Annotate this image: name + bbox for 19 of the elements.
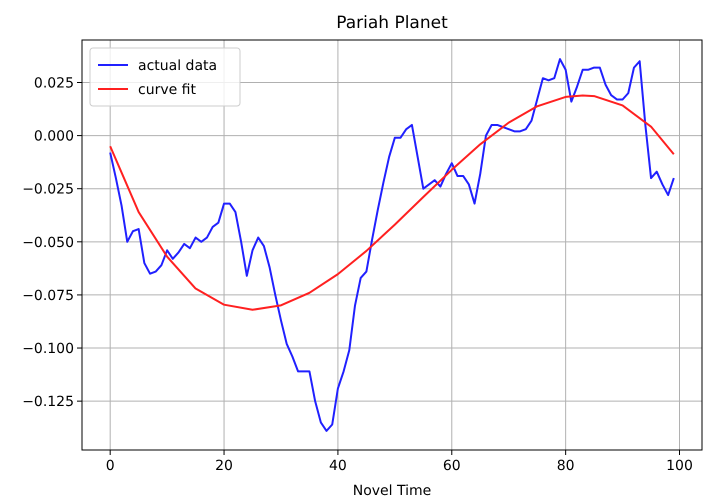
y-tick-label: −0.050 [22, 234, 74, 251]
x-axis-title: Novel Time [352, 483, 432, 499]
y-tick-label: −0.075 [22, 288, 74, 304]
y-tick-label: 0.025 [34, 75, 74, 92]
line-series [109, 94, 675, 311]
legend-label: actual data [138, 58, 218, 74]
chart-title: Pariah Planet [336, 13, 448, 33]
x-tick-label: 0 [106, 458, 115, 474]
y-tick-label: −0.100 [22, 341, 74, 358]
x-tick-label: 20 [215, 458, 233, 474]
x-tick-label: 80 [556, 458, 575, 474]
x-tick-label: 100 [666, 458, 693, 474]
legend-label: curve fit [138, 82, 196, 98]
y-tick-label: −0.125 [22, 394, 74, 410]
x-tick-label: 40 [329, 458, 347, 474]
y-tick-label: −0.025 [22, 182, 74, 198]
x-tick-label: 60 [442, 458, 461, 474]
line-series [109, 58, 675, 432]
y-tick-label: 0.000 [34, 128, 74, 145]
